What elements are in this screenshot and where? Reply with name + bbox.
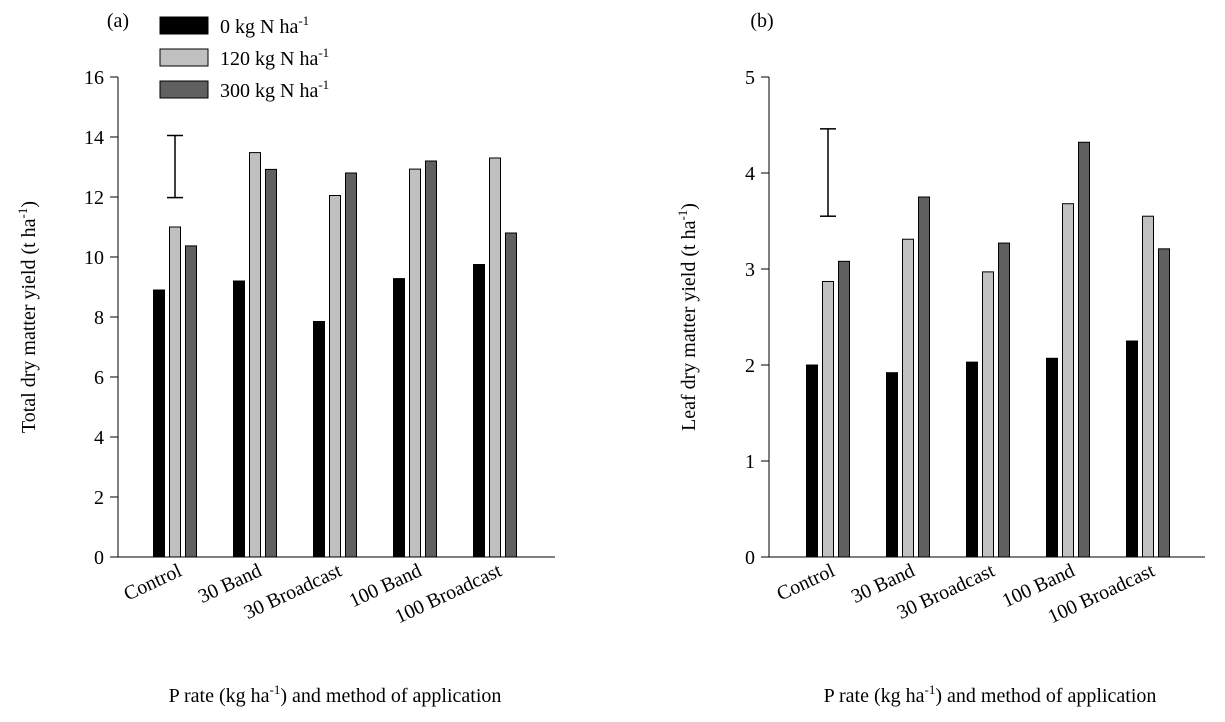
y-tick-label: 4 bbox=[94, 427, 104, 449]
x-tick-label: Control bbox=[120, 559, 185, 605]
bar bbox=[233, 280, 245, 558]
y-tick-label: 16 bbox=[84, 67, 104, 89]
x-axis-title: P rate (kg ha-1) and method of applicati… bbox=[169, 682, 502, 707]
y-tick-label: 0 bbox=[94, 547, 104, 569]
y-tick-label: 3 bbox=[745, 259, 755, 281]
y-tick-label: 0 bbox=[745, 547, 755, 569]
error-bar bbox=[820, 128, 836, 217]
bar bbox=[249, 152, 261, 558]
y-tick-label: 1 bbox=[745, 451, 755, 473]
bar bbox=[998, 242, 1010, 558]
legend-label: 120 kg N ha-1 bbox=[220, 45, 329, 70]
bar bbox=[1078, 141, 1090, 558]
y-axis-title: Total dry matter yield (t ha-1) bbox=[15, 201, 40, 433]
y-tick-label: 5 bbox=[745, 67, 755, 89]
y-axis-title: Leaf dry matter yield (t ha-1) bbox=[675, 203, 700, 431]
bar bbox=[489, 157, 501, 558]
panel-b: (b) 0 1 2 3 4 5 Leaf dry matter yield (t ha-1) C… bbox=[675, 10, 1205, 707]
y-tick-label: 4 bbox=[745, 163, 755, 185]
y-tick-label: 10 bbox=[84, 247, 104, 269]
y-tick-label: 8 bbox=[94, 307, 104, 329]
bar bbox=[425, 160, 437, 558]
bar bbox=[902, 238, 914, 558]
bar bbox=[409, 168, 421, 558]
x-axis-title: P rate (kg ha-1) and method of applicati… bbox=[824, 682, 1157, 707]
bar bbox=[185, 245, 197, 558]
bar bbox=[1046, 357, 1058, 558]
x-tick-label: Control bbox=[773, 559, 838, 605]
y-tick-label: 12 bbox=[84, 187, 104, 209]
panel-tag: (a) bbox=[107, 10, 129, 32]
bar bbox=[1126, 340, 1138, 558]
bar bbox=[153, 289, 165, 558]
y-tick-label: 2 bbox=[94, 487, 104, 509]
bar bbox=[1142, 215, 1154, 558]
legend-swatch bbox=[159, 80, 209, 99]
bar bbox=[1158, 248, 1170, 558]
y-tick-label: 2 bbox=[745, 355, 755, 377]
bar bbox=[822, 280, 834, 558]
panel-tag: (b) bbox=[750, 10, 773, 32]
bar bbox=[329, 195, 341, 558]
y-tick-label: 14 bbox=[84, 127, 104, 149]
legend-label: 0 kg N ha-1 bbox=[220, 13, 309, 38]
legend-label: 300 kg N ha-1 bbox=[220, 77, 329, 102]
bar bbox=[982, 271, 994, 558]
bar bbox=[806, 364, 818, 558]
bar bbox=[838, 260, 850, 558]
bar bbox=[505, 232, 517, 558]
bar bbox=[265, 168, 277, 558]
bar bbox=[393, 278, 405, 558]
y-tick-label: 6 bbox=[94, 367, 104, 389]
bar bbox=[313, 321, 325, 558]
legend-swatch bbox=[159, 48, 209, 67]
bar bbox=[918, 196, 930, 558]
bar bbox=[886, 372, 898, 558]
panel-a: (a) 0 2 4 6 8 10 12 14 16 Total dry matter yield (… bbox=[15, 10, 555, 707]
error-bar bbox=[167, 134, 183, 199]
bar bbox=[169, 226, 181, 558]
legend-swatch bbox=[159, 16, 209, 35]
legend: 0 kg N ha-1 120 kg N ha-1 300 kg N ha-1 bbox=[159, 13, 329, 102]
bar bbox=[345, 172, 357, 558]
bar bbox=[473, 264, 485, 558]
bar bbox=[966, 361, 978, 558]
bar bbox=[1062, 203, 1074, 558]
